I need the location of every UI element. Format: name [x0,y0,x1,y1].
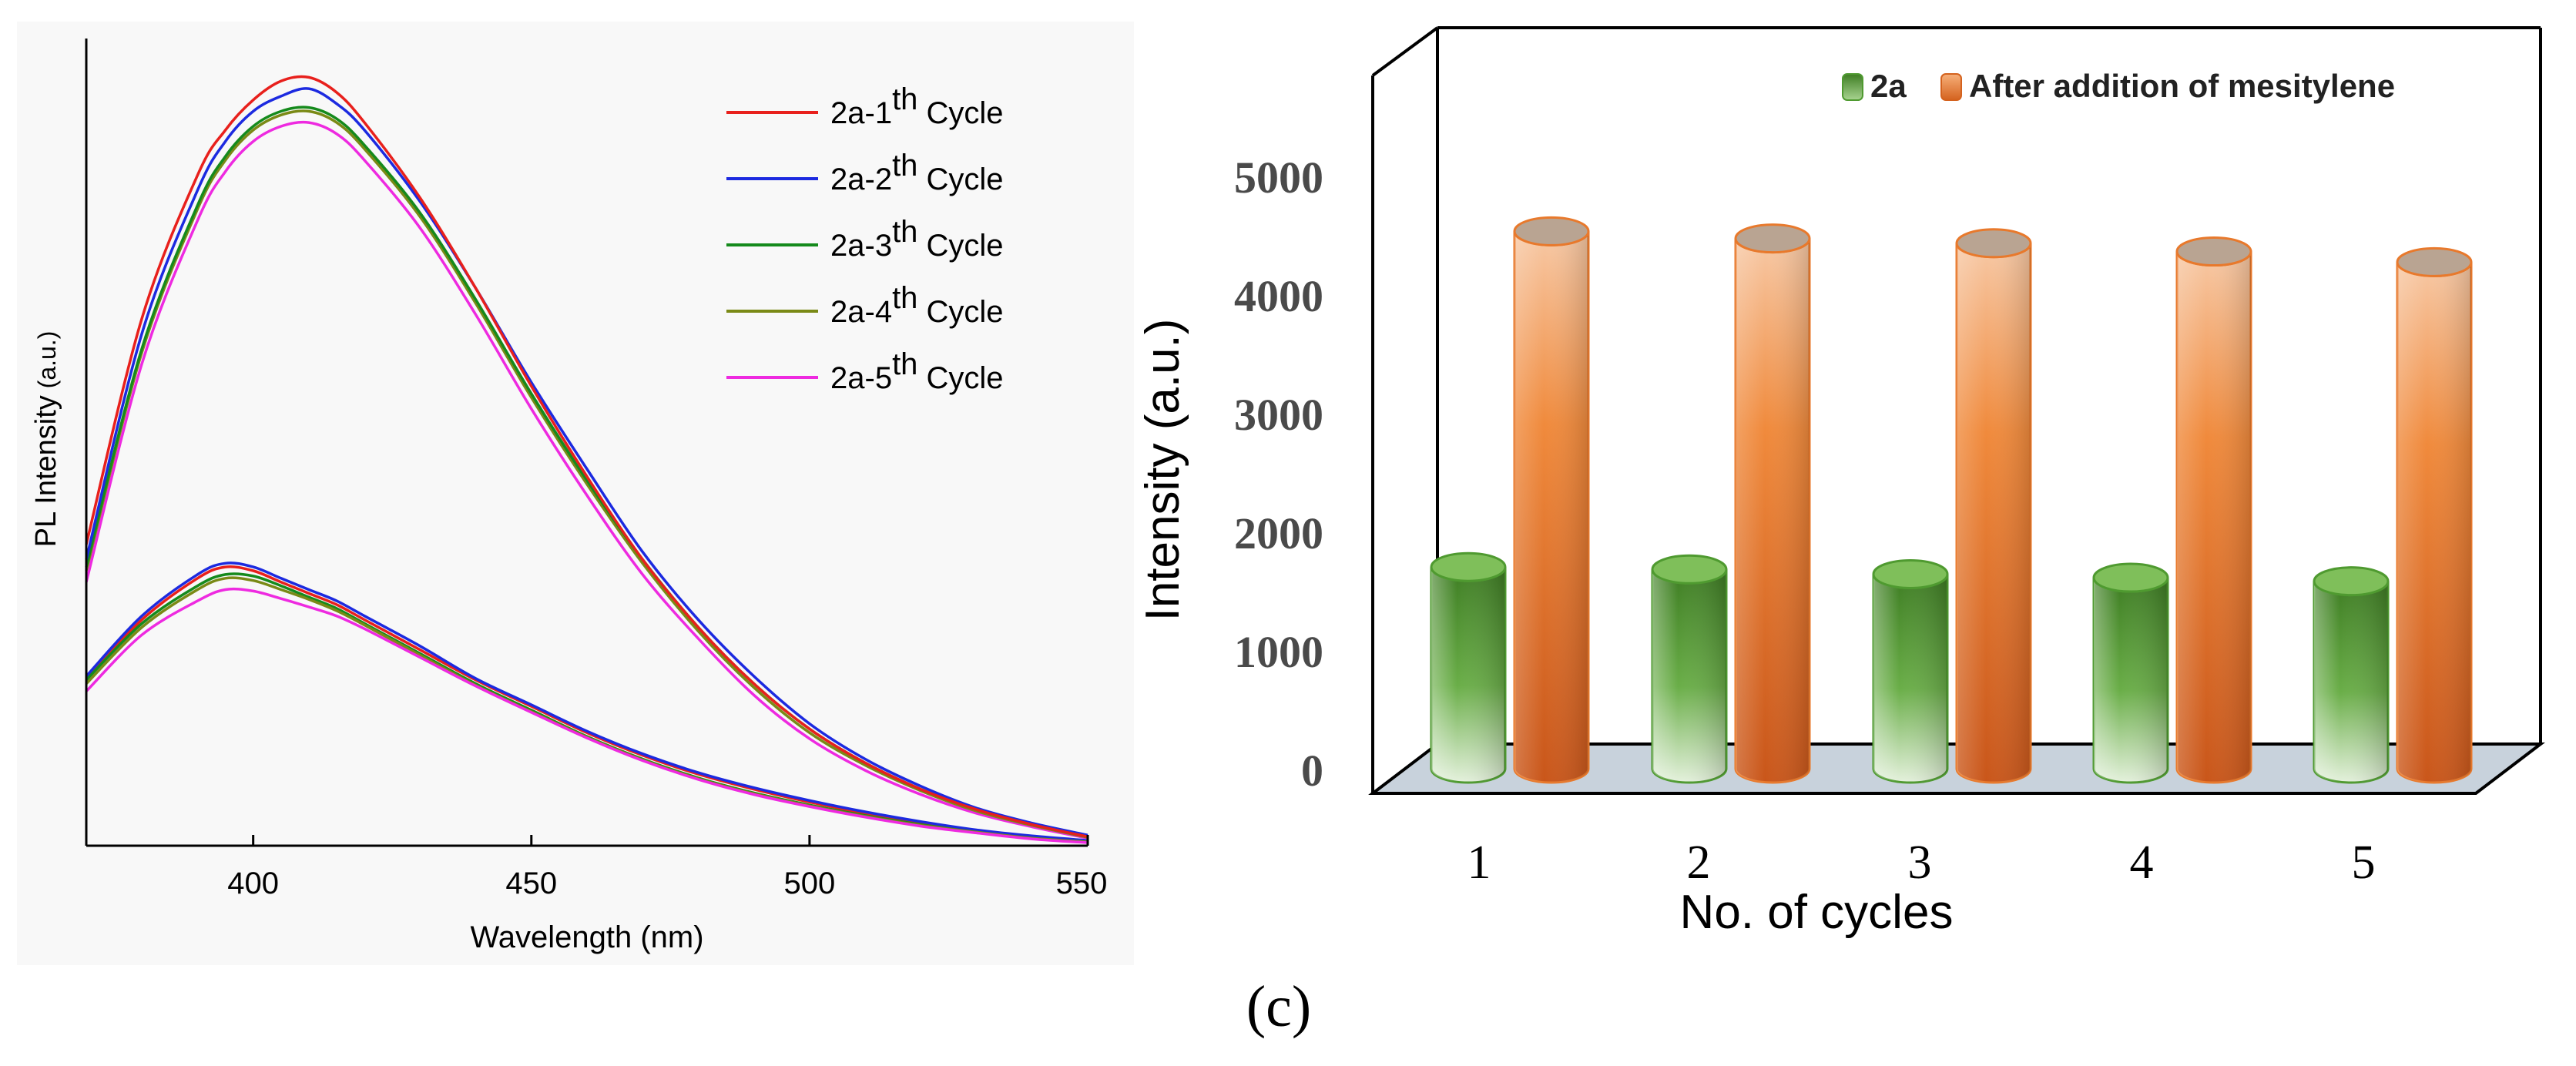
y-tick-label-0: 0 [1301,746,1323,796]
bar-2a-cycle-1 [1430,551,1507,784]
y-tick-label-4000: 4000 [1234,271,1323,321]
series-line-cycle-4 [85,109,1088,839]
legend-label-cycle-3: 2a-3th Cycle [830,215,1004,263]
bar-shading [1431,567,1505,783]
legend-swatch-mesitylene [1940,73,1962,101]
bar-cap [1872,558,1949,589]
left-x-ticks: 400 450 500 550 [227,835,1107,900]
y-tick-label-3000: 3000 [1234,390,1323,440]
legend-swatch-2a [1842,73,1863,101]
left-legend: 2a-1th Cycle 2a-2th Cycle 2a-3th Cycle 2a-4… [726,82,1004,395]
pl-spectra-chart: 400 450 500 550 Wavelength (nm) PL Intensit… [17,22,1134,965]
bar-cap [1955,228,2032,259]
figure-panel-label: (c) [1246,974,1311,1039]
bar-shading [2177,251,2251,783]
left-y-axis-title-main: PL Intensity [30,395,62,547]
x-tick-label-4: 4 [2130,836,2154,889]
bar-mesitylene-cycle-5 [2396,246,2473,784]
legend-label-2a: 2a [1870,68,1907,104]
left-plot-lines [85,75,1088,844]
series-line-cycle-1 [85,75,1088,839]
legend-label-cycle-2: 2a-2th Cycle [830,149,1004,196]
bar-shading [1514,231,1588,783]
bar-cap [2092,562,2169,593]
box-top-depth-edge [1371,26,1439,77]
right-y-axis-title: Intensity (a.u.) [1136,319,1189,622]
left-y-axis-title: PL Intensity (a.u.) [30,331,62,548]
bar-shading [2397,262,2471,783]
bar-cap [1651,554,1728,585]
bar-shading [2314,581,2388,783]
bar-2a-cycle-5 [2313,566,2390,784]
x-tick-label-500: 500 [784,867,836,900]
x-tick-label-5: 5 [2352,836,2376,889]
lower-series-line-2 [85,561,1088,842]
bar-shading [1957,243,2031,783]
cycle-bar-chart: 0 1000 2000 3000 4000 5000 1 2 3 4 5 Intensity (a… [1136,26,2545,939]
bar-cap [1430,551,1507,582]
bar-shading [1652,569,1726,783]
legend-label-cycle-4: 2a-4th Cycle [830,281,1004,329]
y-tick-label-1000: 1000 [1234,627,1323,677]
x-tick-label-400: 400 [227,867,279,900]
legend-label-cycle-1: 2a-1th Cycle [830,82,1004,130]
legend-label-cycle-5: 2a-5th Cycle [830,347,1004,395]
series-line-cycle-5 [85,120,1088,840]
bar-mesitylene-cycle-1 [1513,216,1590,784]
bar-mesitylene-cycle-2 [1734,223,1811,784]
left-y-axis-title-unit: (a.u.) [33,331,61,396]
right-x-tick-labels: 1 2 3 4 5 [1467,836,2376,889]
bar-2a-cycle-2 [1651,554,1728,784]
bar-mesitylene-cycle-4 [2175,236,2252,784]
bar-cap [2396,246,2473,277]
right-x-axis-title: No. of cycles [1680,886,1954,939]
x-tick-label-3: 3 [1908,836,1932,889]
left-x-axis-title: Wavelength (nm) [470,920,703,954]
bar-cap [2313,566,2390,597]
bar-cap [1513,216,1590,246]
bar-shading [1736,238,1810,783]
y-tick-label-5000: 5000 [1234,153,1323,203]
x-tick-label-450: 450 [505,867,557,900]
right-legend: 2a After addition of mesitylene [1842,68,2395,104]
bar-cap [2175,236,2252,267]
legend-label-mesitylene: After addition of mesitylene [1969,68,2395,104]
bar-2a-cycle-4 [2092,562,2169,784]
bar-cap [1734,223,1811,254]
right-y-tick-labels: 0 1000 2000 3000 4000 5000 [1234,153,1323,796]
bar-2a-cycle-3 [1872,558,1949,784]
cylinder-bars [1430,216,2473,784]
lower-series-line-5 [85,587,1088,844]
bar-mesitylene-cycle-3 [1955,228,2032,784]
x-tick-label-1: 1 [1467,836,1491,889]
y-tick-label-2000: 2000 [1234,508,1323,558]
x-tick-label-2: 2 [1687,836,1711,889]
bar-shading [2094,578,2168,783]
bar-shading [1873,574,1947,783]
x-tick-label-550: 550 [1056,867,1108,900]
